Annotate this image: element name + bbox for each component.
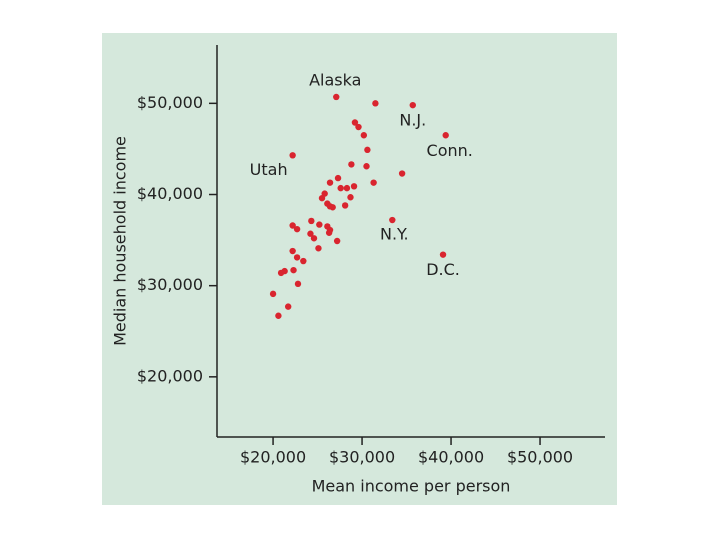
point-label: Conn. — [427, 141, 473, 160]
y-tick-label: $30,000 — [137, 275, 203, 294]
point — [269, 290, 277, 298]
point — [343, 184, 351, 192]
point — [334, 174, 342, 182]
point-label: Alaska — [309, 70, 361, 89]
y-tick-label: $40,000 — [137, 184, 203, 203]
point — [351, 119, 359, 126]
point — [439, 251, 447, 258]
point — [329, 204, 336, 211]
y-tick-label: $50,000 — [137, 93, 203, 112]
point — [294, 280, 302, 288]
x-tick-label: $30,000 — [329, 448, 395, 467]
point — [289, 222, 296, 229]
point — [325, 229, 333, 236]
point — [326, 179, 334, 186]
point — [318, 194, 326, 202]
point — [307, 230, 314, 237]
point — [341, 202, 349, 209]
point — [300, 257, 307, 265]
point — [372, 100, 379, 107]
point — [289, 247, 296, 255]
point — [275, 312, 282, 319]
point — [277, 269, 285, 277]
x-tick-label: $40,000 — [418, 448, 484, 467]
chart-panel — [102, 33, 617, 505]
point — [289, 152, 296, 159]
point — [360, 132, 368, 139]
x-tick-label: $20,000 — [240, 448, 306, 467]
point — [347, 194, 354, 201]
point-label: Utah — [250, 160, 288, 179]
point — [409, 101, 416, 109]
point — [310, 235, 318, 242]
point — [364, 146, 371, 154]
point — [293, 254, 301, 261]
y-axis-title: Median household income — [111, 136, 130, 346]
point — [316, 221, 323, 228]
point — [337, 184, 344, 192]
point — [355, 123, 362, 131]
point — [389, 216, 396, 224]
point — [370, 179, 377, 186]
point-label: N.J. — [399, 111, 426, 130]
point — [348, 161, 355, 168]
point-label: N.Y. — [380, 225, 409, 244]
point — [315, 245, 322, 252]
point — [308, 217, 315, 225]
point — [284, 303, 292, 310]
point-label: D.C. — [426, 260, 460, 279]
x-tick-label: $50,000 — [507, 448, 573, 467]
point — [290, 266, 297, 274]
point — [442, 132, 449, 139]
y-tick-label: $20,000 — [137, 366, 203, 385]
point — [363, 163, 370, 170]
point — [293, 225, 301, 233]
x-axis-title: Mean income per person — [312, 477, 511, 496]
point — [398, 170, 406, 177]
point — [333, 237, 341, 245]
point — [333, 93, 340, 101]
point — [350, 183, 358, 190]
